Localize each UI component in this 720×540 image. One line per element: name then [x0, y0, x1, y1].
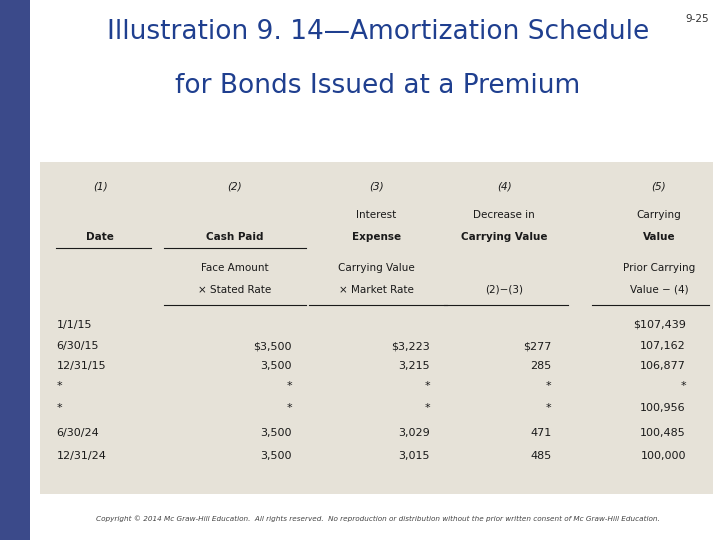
Text: (2)−(3): (2)−(3)	[485, 285, 523, 295]
Text: *: *	[287, 403, 292, 413]
Text: Value: Value	[643, 232, 675, 242]
Text: 285: 285	[530, 361, 552, 371]
Text: 6/30/24: 6/30/24	[56, 428, 99, 437]
Text: 3,500: 3,500	[261, 451, 292, 461]
Text: $3,500: $3,500	[253, 341, 292, 352]
Text: 12/31/24: 12/31/24	[56, 451, 107, 461]
Text: Decrease in: Decrease in	[473, 210, 535, 220]
Text: Expense: Expense	[351, 232, 401, 242]
Text: $107,439: $107,439	[633, 320, 686, 330]
Text: Carrying Value: Carrying Value	[461, 232, 547, 242]
Text: 12/31/15: 12/31/15	[56, 361, 106, 371]
Text: 106,877: 106,877	[640, 361, 686, 371]
Text: (1): (1)	[93, 182, 107, 192]
Text: $277: $277	[523, 341, 552, 352]
Text: 485: 485	[530, 451, 552, 461]
Text: 6/30/15: 6/30/15	[56, 341, 99, 352]
Text: Date: Date	[86, 232, 114, 242]
Text: × Stated Rate: × Stated Rate	[198, 285, 271, 295]
Text: *: *	[546, 403, 552, 413]
Text: *: *	[546, 381, 552, 391]
Text: *: *	[56, 381, 62, 391]
Text: $3,223: $3,223	[391, 341, 430, 352]
Text: 100,956: 100,956	[640, 403, 686, 413]
Text: Prior Carrying: Prior Carrying	[623, 264, 695, 273]
Text: Copyright © 2014 Mc Graw-Hill Education.  All rights reserved.  No reproduction : Copyright © 2014 Mc Graw-Hill Education.…	[96, 515, 660, 522]
Text: Carrying: Carrying	[636, 210, 681, 220]
Text: 3,215: 3,215	[398, 361, 430, 371]
Text: Face Amount: Face Amount	[201, 264, 269, 273]
Text: (3): (3)	[369, 182, 384, 192]
Text: 100,485: 100,485	[640, 428, 686, 437]
Text: *: *	[287, 381, 292, 391]
Text: Illustration 9. 14—Amortization Schedule: Illustration 9. 14—Amortization Schedule	[107, 19, 649, 45]
Text: 3,500: 3,500	[261, 361, 292, 371]
Text: 3,029: 3,029	[398, 428, 430, 437]
Text: Interest: Interest	[356, 210, 396, 220]
Text: 3,015: 3,015	[399, 451, 430, 461]
Text: (5): (5)	[652, 182, 666, 192]
Text: 107,162: 107,162	[640, 341, 686, 352]
Text: *: *	[424, 381, 430, 391]
Text: Carrying Value: Carrying Value	[338, 264, 415, 273]
Text: 9-25: 9-25	[685, 14, 709, 24]
Text: 100,000: 100,000	[640, 451, 686, 461]
Text: for Bonds Issued at a Premium: for Bonds Issued at a Premium	[176, 73, 580, 99]
Text: 1/1/15: 1/1/15	[56, 320, 92, 330]
Text: Value − (4): Value − (4)	[629, 285, 688, 295]
Text: *: *	[424, 403, 430, 413]
Text: Cash Paid: Cash Paid	[206, 232, 264, 242]
Text: *: *	[680, 381, 686, 391]
Text: × Market Rate: × Market Rate	[339, 285, 413, 295]
Text: (2): (2)	[228, 182, 242, 192]
Text: *: *	[56, 403, 62, 413]
Text: 3,500: 3,500	[261, 428, 292, 437]
Text: 471: 471	[530, 428, 552, 437]
Text: (4): (4)	[497, 182, 511, 192]
